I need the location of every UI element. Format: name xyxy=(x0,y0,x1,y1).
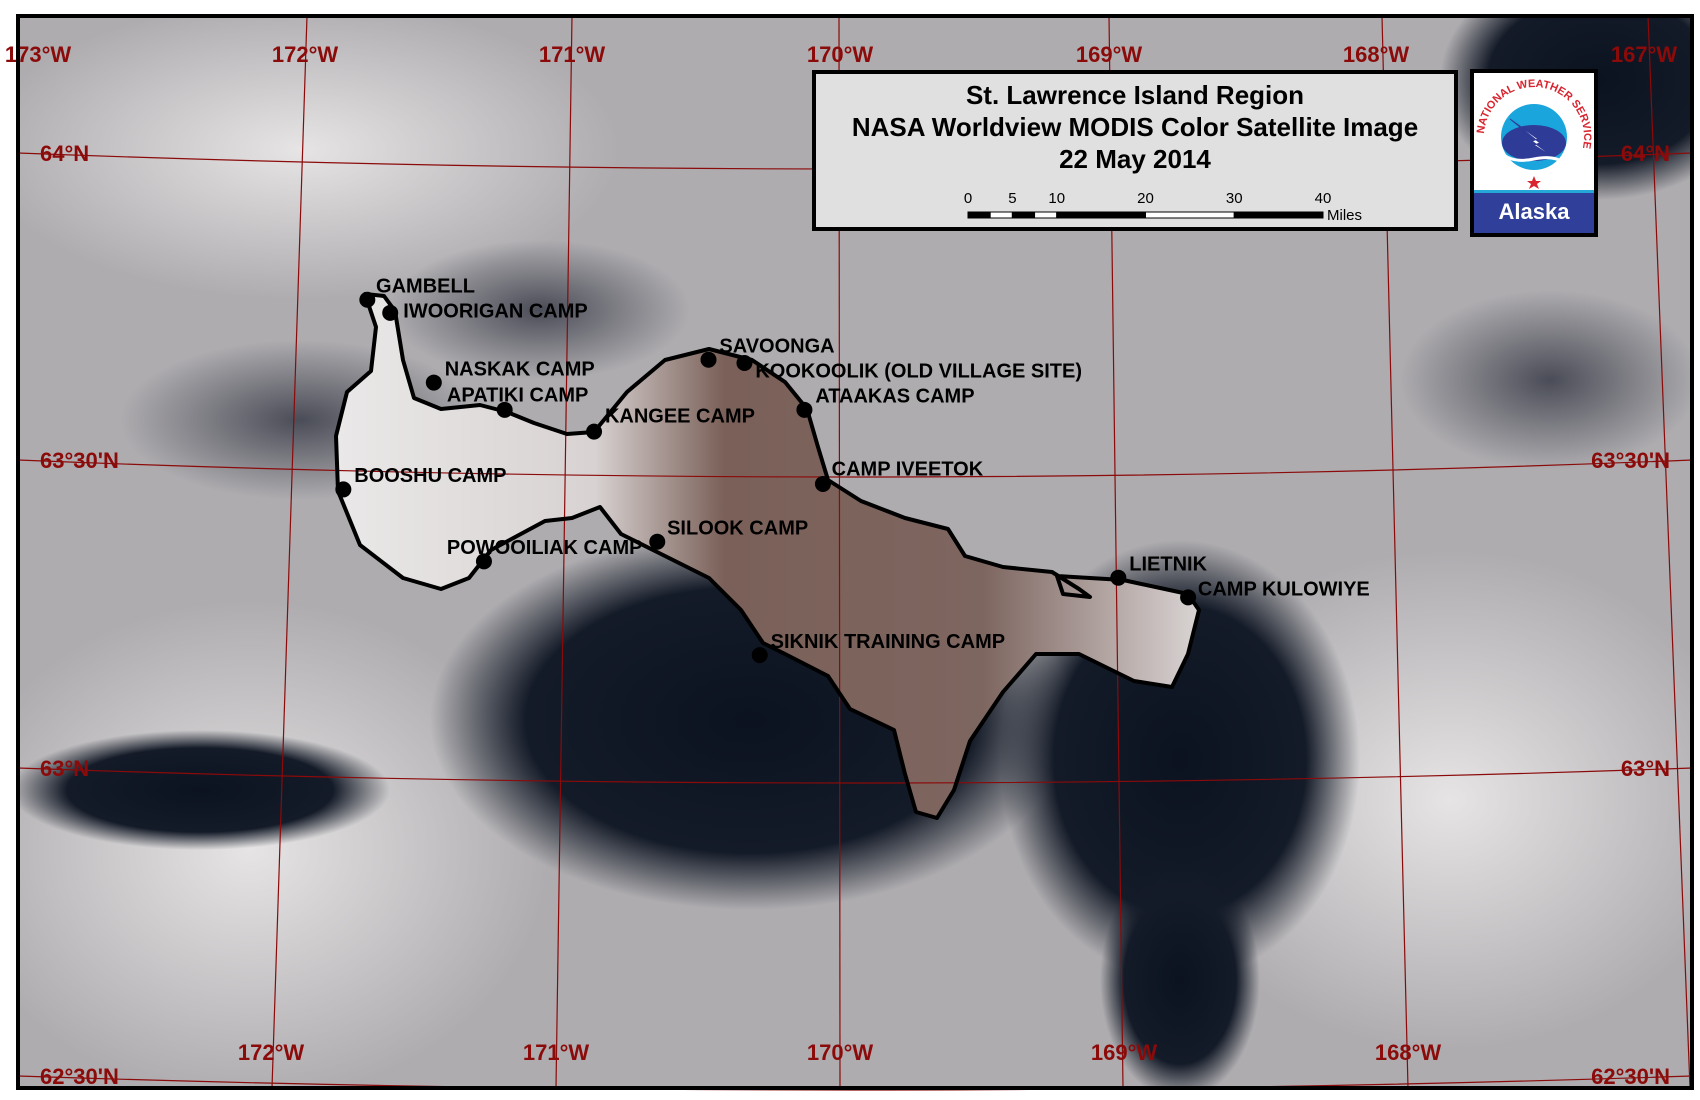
longitude-label-top: 170°W xyxy=(807,42,874,67)
latitude-label-left: 63°30'N xyxy=(40,448,119,473)
scale-tick-label: 40 xyxy=(1315,190,1332,207)
meridian-line xyxy=(271,15,308,1089)
scale-segment xyxy=(989,211,1013,219)
latitude-label-right: 64°N xyxy=(1621,141,1670,166)
scale-segment xyxy=(1011,211,1036,219)
place-marker[interactable] xyxy=(496,401,513,418)
place-marker[interactable] xyxy=(751,647,768,664)
place-label: NASKAK CAMP xyxy=(445,358,595,380)
latitude-label-right: 62°30'N xyxy=(1591,1064,1670,1089)
place-marker[interactable] xyxy=(359,291,376,308)
star-icon xyxy=(1527,176,1541,189)
place-label: POWOOILIAK CAMP xyxy=(447,537,643,559)
place-label: CAMP KULOWIYE xyxy=(1198,579,1370,601)
scale-unit-label: Miles xyxy=(1327,207,1362,224)
scale-tick-label: 10 xyxy=(1048,190,1065,207)
longitude-label-bottom: 169°W xyxy=(1091,1040,1158,1065)
place-marker[interactable] xyxy=(1180,589,1197,606)
place-label: LIETNIK xyxy=(1129,554,1207,576)
place-marker[interactable] xyxy=(335,481,352,498)
latitude-label-left: 64°N xyxy=(40,141,89,166)
scale-segment xyxy=(1034,211,1058,219)
scale-tick-label: 0 xyxy=(964,190,972,207)
place-marker[interactable] xyxy=(425,374,442,391)
latitude-label-left: 62°30'N xyxy=(40,1064,119,1089)
place-marker[interactable] xyxy=(796,401,813,418)
place-marker[interactable] xyxy=(700,351,717,368)
longitude-label-top: 167°W xyxy=(1611,42,1678,67)
longitude-label-top: 173°W xyxy=(5,42,72,67)
place-label: APATIKI CAMP xyxy=(447,385,588,407)
place-marker[interactable] xyxy=(736,354,753,371)
place-label: BOOSHU CAMP xyxy=(354,465,506,487)
latitude-label-right: 63°30'N xyxy=(1591,448,1670,473)
place-marker[interactable] xyxy=(382,304,399,321)
place-marker[interactable] xyxy=(475,553,492,570)
place-marker[interactable] xyxy=(649,533,666,550)
place-label: KANGEE CAMP xyxy=(605,405,755,427)
meridian-line xyxy=(555,15,573,1089)
parallel-line xyxy=(17,767,1693,784)
place-label: SIKNIK TRAINING CAMP xyxy=(771,631,1005,653)
place-marker[interactable] xyxy=(586,423,603,440)
nws-emblem-icon: NATIONAL WEATHER SERVICE xyxy=(1475,78,1593,189)
place-label: ATAAKAS CAMP xyxy=(815,386,974,408)
place-label: SILOOK CAMP xyxy=(667,518,808,540)
longitude-label-top: 168°W xyxy=(1343,42,1410,67)
place-label: SAVOONGA xyxy=(719,336,834,358)
title-line-2: NASA Worldview MODIS Color Satellite Ima… xyxy=(851,112,1419,142)
scale-segment xyxy=(1145,211,1235,219)
place-label: KOOKOOLIK (OLD VILLAGE SITE) xyxy=(755,361,1082,383)
longitude-label-top: 169°W xyxy=(1076,42,1143,67)
parallel-line xyxy=(17,459,1693,478)
longitude-label-bottom: 170°W xyxy=(807,1040,874,1065)
longitude-label-bottom: 168°W xyxy=(1375,1040,1442,1065)
island-landmass xyxy=(336,294,1199,818)
scale-tick-label: 30 xyxy=(1226,190,1243,207)
place-label: CAMP IVEETOK xyxy=(832,459,984,481)
map-frame xyxy=(16,14,1694,1090)
logo-region-label: Alaska xyxy=(1474,190,1594,233)
scale-tick-label: 5 xyxy=(1008,190,1016,207)
island-outline xyxy=(334,292,1201,820)
title-line-1: St. Lawrence Island Region xyxy=(965,80,1305,110)
longitude-label-top: 172°W xyxy=(272,42,339,67)
longitude-label-top: 171°W xyxy=(539,42,606,67)
scale-tick-label: 20 xyxy=(1137,190,1154,207)
title-box: St. Lawrence Island Region NASA Worldvie… xyxy=(812,70,1458,231)
place-marker[interactable] xyxy=(814,475,831,492)
latitude-label-left: 63°N xyxy=(40,756,89,781)
nws-alaska-logo: NATIONAL WEATHER SERVICE Alaska xyxy=(1470,69,1598,237)
place-label: IWOORIGAN CAMP xyxy=(403,301,587,323)
scale-segment xyxy=(967,211,991,219)
meridian-line xyxy=(1647,15,1691,1089)
latitude-label-right: 63°N xyxy=(1621,756,1670,781)
scale-segment xyxy=(1056,211,1146,219)
longitude-label-bottom: 172°W xyxy=(238,1040,305,1065)
scale-segment xyxy=(1233,211,1324,219)
place-label: GAMBELL xyxy=(376,276,475,298)
longitude-label-bottom: 171°W xyxy=(523,1040,590,1065)
title-line-3: 22 May 2014 xyxy=(1059,144,1211,174)
place-marker[interactable] xyxy=(1110,569,1127,586)
